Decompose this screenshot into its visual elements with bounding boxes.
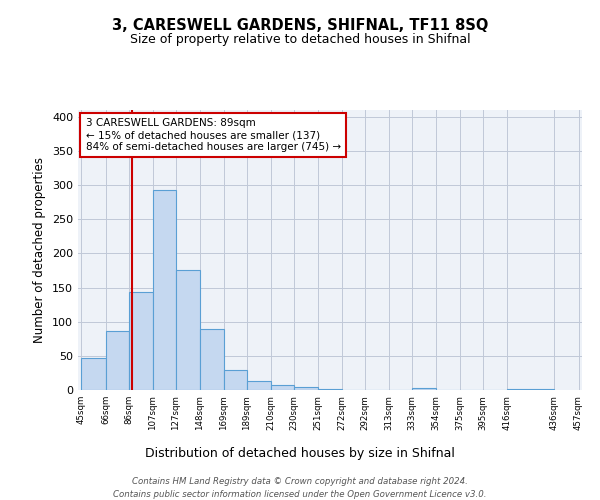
Text: Contains public sector information licensed under the Open Government Licence v3: Contains public sector information licen…	[113, 490, 487, 499]
Text: 3, CARESWELL GARDENS, SHIFNAL, TF11 8SQ: 3, CARESWELL GARDENS, SHIFNAL, TF11 8SQ	[112, 18, 488, 32]
Bar	[224, 370, 247, 390]
Bar	[106, 332, 128, 390]
Bar	[271, 384, 294, 390]
Text: Distribution of detached houses by size in Shifnal: Distribution of detached houses by size …	[145, 448, 455, 460]
Text: 3 CARESWELL GARDENS: 89sqm
← 15% of detached houses are smaller (137)
84% of sem: 3 CARESWELL GARDENS: 89sqm ← 15% of deta…	[86, 118, 341, 152]
Bar	[412, 388, 436, 390]
Bar	[152, 190, 176, 390]
Bar	[247, 381, 271, 390]
Y-axis label: Number of detached properties: Number of detached properties	[34, 157, 46, 343]
Bar	[82, 358, 106, 390]
Bar	[294, 388, 318, 390]
Bar	[200, 328, 224, 390]
Text: Contains HM Land Registry data © Crown copyright and database right 2024.: Contains HM Land Registry data © Crown c…	[132, 478, 468, 486]
Bar	[176, 270, 200, 390]
Text: Size of property relative to detached houses in Shifnal: Size of property relative to detached ho…	[130, 32, 470, 46]
Bar	[128, 292, 152, 390]
Bar	[508, 388, 554, 390]
